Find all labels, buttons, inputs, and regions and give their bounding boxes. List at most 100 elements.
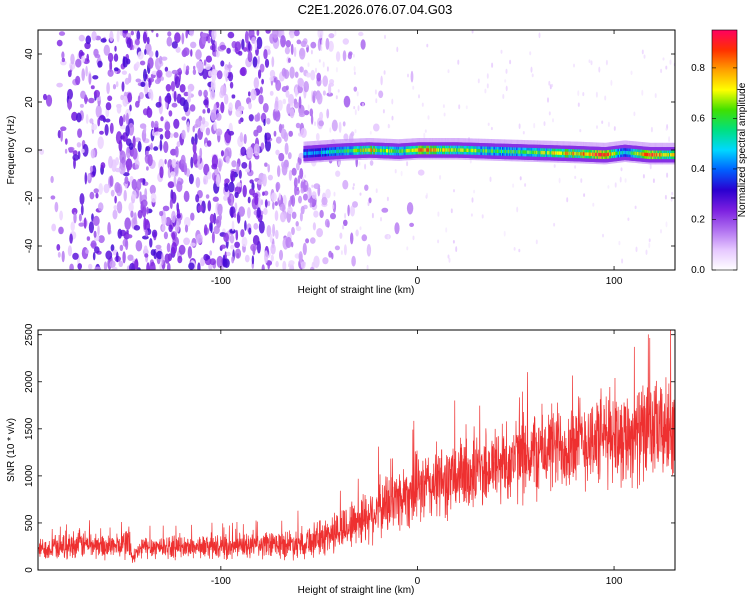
spectrogram-cell: [299, 168, 304, 180]
spectrogram-cell: [60, 126, 67, 131]
spectrogram-cell: [302, 242, 307, 256]
spectrogram-cell: [103, 183, 110, 194]
spectrogram-cell: [78, 222, 85, 227]
y-tick-label: -40: [24, 238, 35, 253]
spectrogram-cell: [247, 51, 253, 63]
spectrogram-cell: [162, 205, 170, 212]
spectrogram-cell: [406, 161, 409, 167]
spectrogram-cell: [126, 164, 130, 173]
spectrogram-cell: [592, 202, 595, 207]
spectrogram-cell: [259, 63, 265, 73]
spectrogram-cell: [151, 30, 154, 33]
spectrogram-cell: [229, 234, 235, 244]
x-tick-label: -100: [211, 276, 231, 287]
spectrogram-cell: [88, 73, 92, 85]
spectrogram-cell: [222, 258, 228, 268]
spectrogram-cell: [298, 78, 305, 88]
spectrogram-cell: [211, 68, 217, 82]
spectrogram-cell: [355, 229, 359, 237]
spectrogram-cell: [278, 152, 285, 162]
spectrogram-cell: [97, 117, 101, 127]
spectrogram-cell: [486, 83, 489, 89]
spectrogram-cell: [335, 95, 338, 100]
spectrogram-cell: [225, 155, 230, 164]
spectrogram-cell: [548, 80, 551, 86]
spectrogram-cell: [186, 121, 190, 133]
spectrogram-cell: [288, 93, 295, 106]
spectrogram-cell: [197, 155, 201, 165]
spectrogram-cell: [146, 36, 150, 45]
spectrogram-cell: [423, 132, 426, 139]
spectrogram-cell: [98, 115, 106, 121]
spectrogram-cell: [320, 45, 323, 52]
spectrogram-cell: [97, 225, 100, 236]
spectrogram-cell: [159, 210, 164, 217]
spectrogram-cell: [281, 124, 285, 129]
spectrogram-cell: [116, 201, 123, 214]
spectrogram-cell: [368, 197, 372, 204]
spectrogram-cell: [309, 201, 313, 208]
spectrogram-cell: [89, 165, 94, 173]
spectrogram-cell: [72, 150, 78, 156]
spectrogram-cell: [601, 120, 604, 124]
spectrogram-cell: [211, 30, 217, 41]
spectrogram-cell: [350, 232, 354, 245]
spectrogram-cell: [97, 60, 103, 68]
spectrogram-cell: [286, 103, 291, 115]
spectrogram-cell: [267, 174, 273, 181]
spectrogram-cell: [127, 92, 133, 103]
spectrogram-cell: [168, 110, 173, 117]
spectrogram-cell: [145, 150, 149, 155]
spectrogram-cell: [316, 92, 323, 105]
spectrogram-cell: [311, 184, 314, 188]
spectrogram-cell: [391, 115, 394, 121]
spectrogram-cell: [88, 97, 95, 104]
spectrogram-cell: [183, 190, 190, 203]
spectrogram-cell: [190, 156, 194, 169]
spectrogram-cell: [418, 94, 420, 99]
spectrogram-cell: [230, 244, 235, 250]
spectrogram-cell: [352, 53, 355, 58]
spectrogram-cell: [140, 81, 146, 88]
spectrogram-cell: [602, 233, 604, 238]
spectrogram-cell: [533, 122, 536, 129]
spectrogram-cell: [447, 69, 450, 74]
spectrogram-cell: [289, 30, 296, 33]
spectrogram-cell: [183, 99, 189, 113]
spectrogram-cell: [50, 195, 56, 200]
spectrogram-cell: [371, 212, 374, 219]
spectrogram-cell: [605, 59, 608, 66]
spectrogram-cell: [203, 99, 209, 106]
spectrogram-cell: [350, 205, 355, 217]
spectrogram-cell: [147, 57, 154, 69]
spectrogram-cell: [240, 66, 247, 77]
spectrogram-cell: [231, 256, 235, 264]
spectrogram-cell: [230, 170, 236, 182]
spectrogram-cell: [610, 79, 613, 86]
spectrogram-cell: [155, 50, 159, 58]
spectrogram-cell: [113, 67, 119, 72]
spectrogram-cell: [210, 221, 213, 234]
spectrogram-cell: [95, 192, 99, 199]
spectrogram-cell: [316, 228, 323, 238]
spectrogram-cell: [297, 175, 301, 184]
spectrogram-cell: [298, 152, 304, 159]
spectrogram-cell: [312, 222, 316, 231]
spectrogram-cell: [245, 168, 251, 173]
spectrogram-cell: [167, 181, 175, 189]
spectrogram-cell: [115, 81, 119, 88]
spectrogram-cell: [120, 94, 124, 101]
spectrogram-cell: [590, 60, 593, 66]
spectrogram-cell: [69, 263, 74, 270]
spectrogram-cell: [566, 197, 569, 203]
spectrogram-cell: [238, 206, 245, 217]
spectrogram-cell: [310, 266, 315, 270]
spectrogram-cell: [338, 121, 342, 133]
spectrogram-cell: [312, 90, 317, 97]
spectrogram-cell: [104, 123, 109, 136]
spectrogram-cell: [394, 169, 397, 174]
spectrogram-cell: [151, 229, 158, 238]
spectrogram-cell: [302, 176, 305, 182]
spectrogram-cell: [94, 53, 101, 59]
spectrogram-cell: [303, 193, 308, 201]
